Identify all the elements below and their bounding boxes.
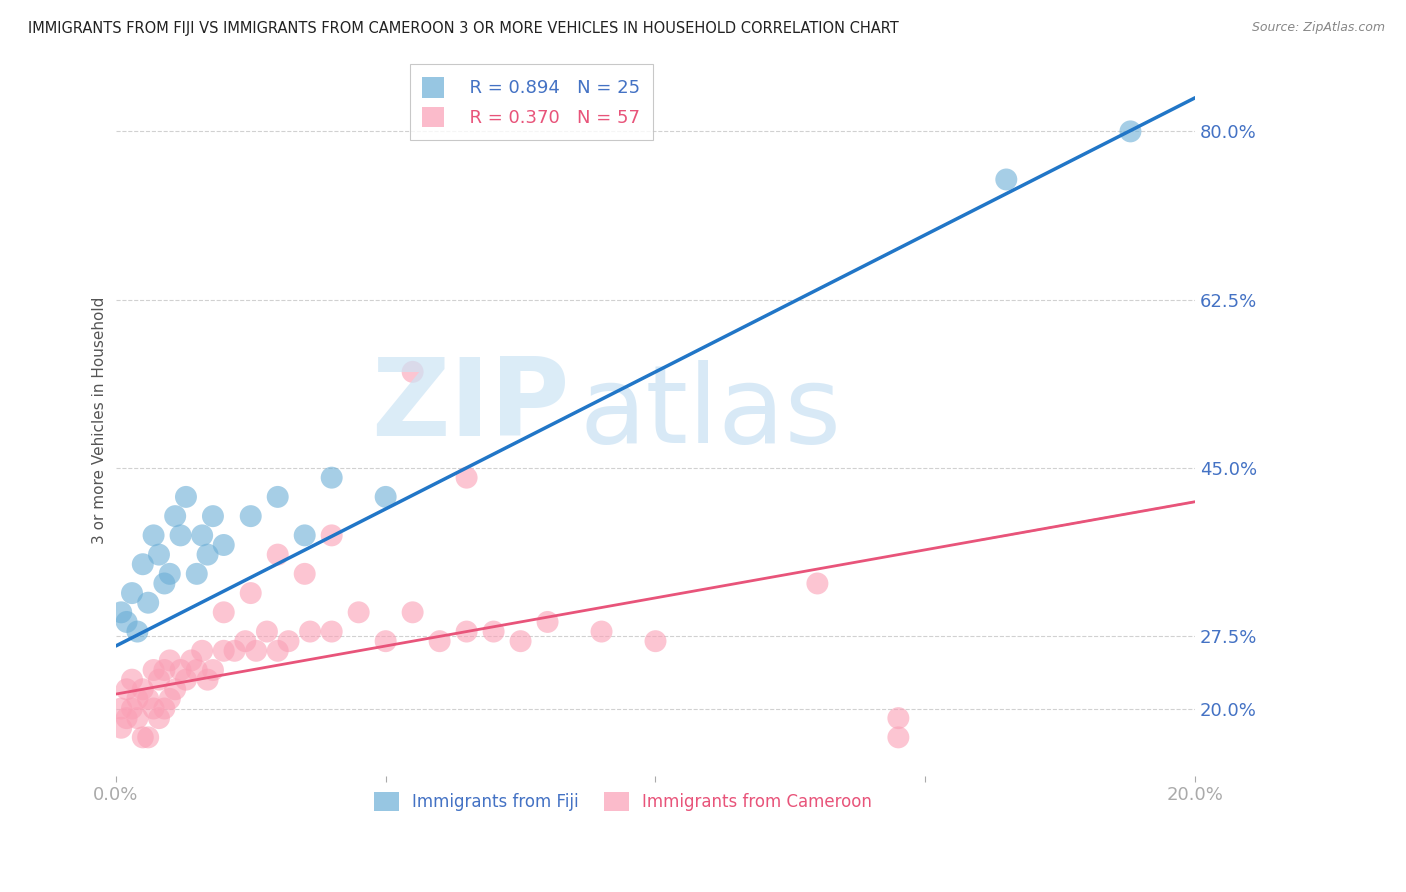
Point [1119,124,1142,138]
Point [159,692,181,706]
Point [132,682,155,697]
Point [233,634,256,648]
Point [401,365,423,379]
Point [115,615,138,629]
Point [212,605,235,619]
Point [401,605,423,619]
Point [191,528,214,542]
Point [121,586,143,600]
Point [299,624,322,639]
Point [277,634,299,648]
Point [153,701,176,715]
Point [374,490,396,504]
Point [256,624,278,639]
Point [591,624,613,639]
Point [180,653,202,667]
Point [267,644,290,658]
Point [482,624,505,639]
Point [197,548,219,562]
Point [212,644,235,658]
Point [224,644,246,658]
Point [136,731,159,745]
Point [142,701,165,715]
Point [321,624,343,639]
Point [456,470,478,484]
Point [806,576,828,591]
Point [136,692,159,706]
Point [201,509,224,524]
Point [995,172,1018,186]
Point [294,566,316,581]
Point [321,470,343,484]
Point [267,548,290,562]
Point [121,701,143,715]
Point [148,548,170,562]
Point [174,490,197,504]
Point [127,692,149,706]
Point [169,528,191,542]
Point [239,586,262,600]
Point [142,528,165,542]
Point [159,566,181,581]
Text: atlas: atlas [579,359,842,466]
Text: ZIP: ZIP [371,352,569,458]
Text: Source: ZipAtlas.com: Source: ZipAtlas.com [1251,21,1385,34]
Point [148,711,170,725]
Point [110,721,132,735]
Point [887,711,910,725]
Point [197,673,219,687]
Point [267,490,290,504]
Y-axis label: 3 or more Vehicles in Household: 3 or more Vehicles in Household [93,296,107,543]
Point [115,682,138,697]
Point [201,663,224,677]
Point [153,576,176,591]
Point [245,644,267,658]
Point [148,673,170,687]
Legend: Immigrants from Fiji, Immigrants from Cameroon: Immigrants from Fiji, Immigrants from Ca… [364,781,882,821]
Text: IMMIGRANTS FROM FIJI VS IMMIGRANTS FROM CAMEROON 3 OR MORE VEHICLES IN HOUSEHOLD: IMMIGRANTS FROM FIJI VS IMMIGRANTS FROM … [28,21,898,36]
Point [212,538,235,552]
Point [132,558,155,572]
Point [127,711,149,725]
Point [110,605,132,619]
Point [159,653,181,667]
Point [509,634,531,648]
Point [191,644,214,658]
Point [429,634,451,648]
Point [644,634,666,648]
Point [115,711,138,725]
Point [294,528,316,542]
Point [174,673,197,687]
Point [169,663,191,677]
Point [153,663,176,677]
Point [127,624,149,639]
Point [121,673,143,687]
Point [536,615,558,629]
Point [110,701,132,715]
Point [321,528,343,542]
Point [239,509,262,524]
Point [347,605,370,619]
Point [887,731,910,745]
Point [186,663,208,677]
Point [142,663,165,677]
Point [165,682,187,697]
Point [456,624,478,639]
Point [374,634,396,648]
Point [186,566,208,581]
Point [132,731,155,745]
Point [136,596,159,610]
Point [165,509,187,524]
